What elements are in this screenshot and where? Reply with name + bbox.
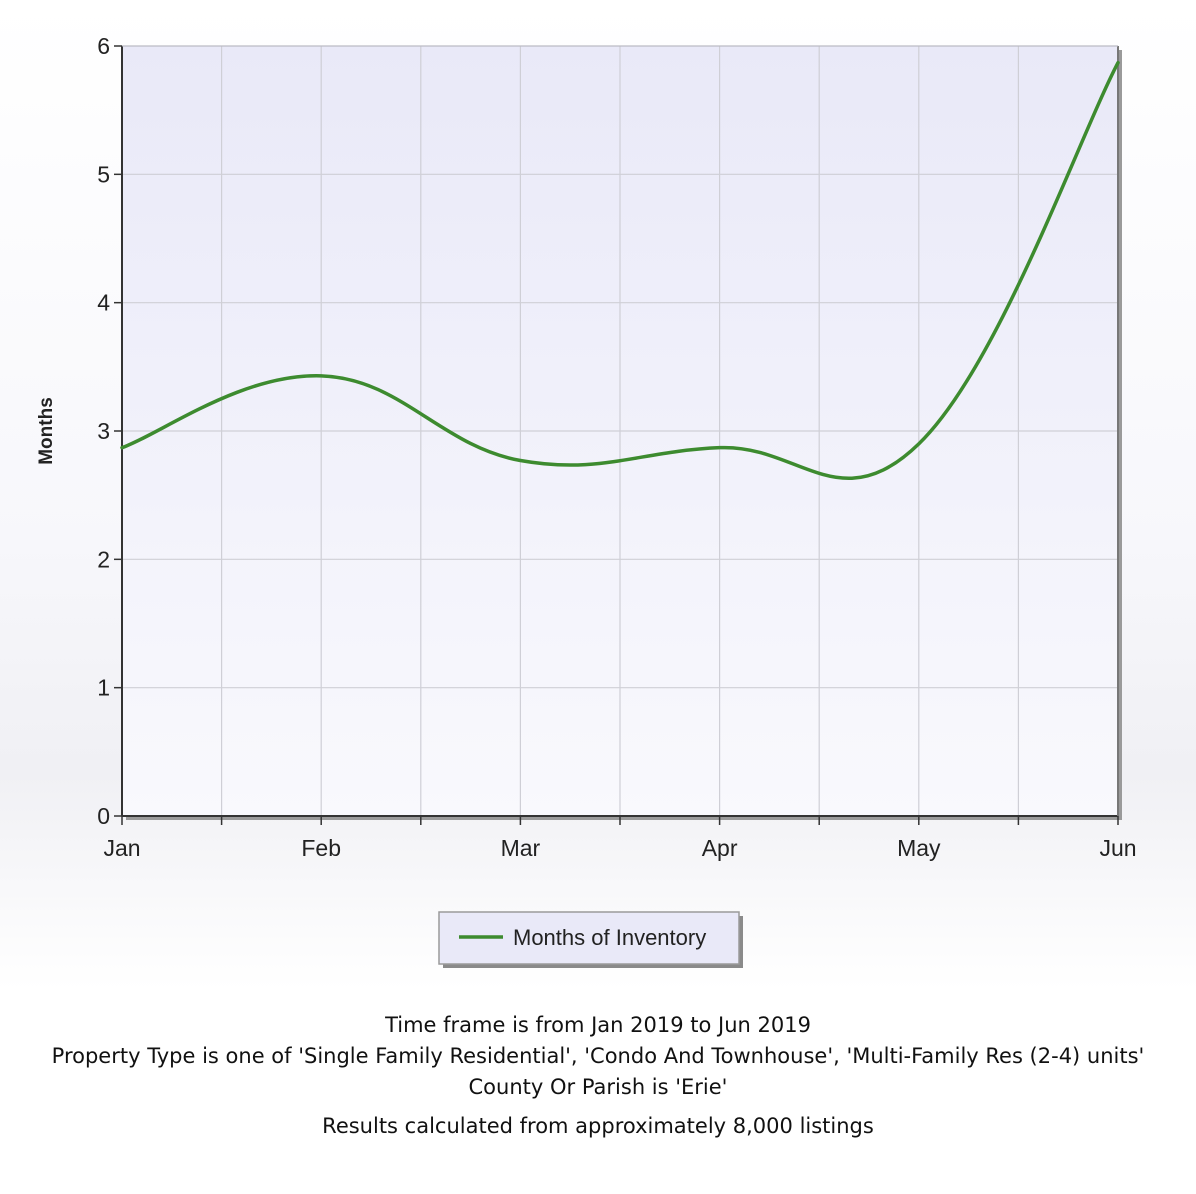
y-tick-label: 2 xyxy=(97,546,110,572)
x-tick-label: Jun xyxy=(1099,835,1136,861)
y-tick-label: 5 xyxy=(97,161,110,187)
y-tick-label: 0 xyxy=(97,803,110,829)
x-tick-label: Apr xyxy=(702,835,738,861)
x-tick-label: Jan xyxy=(103,835,140,861)
report-notes: Time frame is from Jan 2019 to Jun 2019 … xyxy=(0,1010,1196,1142)
y-tick-label: 1 xyxy=(97,675,110,701)
y-axis-title: Months xyxy=(36,397,57,465)
property-type-note: Property Type is one of 'Single Family R… xyxy=(51,1044,1145,1068)
chart-area: 0 1 2 3 4 5 6 Jan Feb Mar Apr May Jun Months Months … xyxy=(0,0,1196,990)
line-chart: 0 1 2 3 4 5 6 Jan Feb Mar Apr May Jun Months Months … xyxy=(36,33,1137,968)
x-tick-label: Mar xyxy=(501,835,541,861)
x-tick-label: May xyxy=(897,835,941,861)
results-note: Results calculated from approximately 8,… xyxy=(322,1114,874,1138)
x-tick-label: Feb xyxy=(301,835,341,861)
series-line-months-of-inventory xyxy=(120,60,1120,481)
y-tick-label: 4 xyxy=(97,290,110,316)
timeframe-note: Time frame is from Jan 2019 to Jun 2019 xyxy=(385,1013,811,1037)
y-tick-label: 3 xyxy=(97,418,110,444)
legend: Months of Inventory xyxy=(438,911,743,968)
series-layer xyxy=(120,60,1120,481)
axes: 0 1 2 3 4 5 6 Jan Feb Mar Apr May Jun xyxy=(97,33,1136,861)
legend-label-months-of-inventory: Months of Inventory xyxy=(513,925,706,950)
grid-lines xyxy=(122,45,1118,816)
county-note: County Or Parish is 'Erie' xyxy=(468,1075,728,1099)
y-tick-label: 6 xyxy=(97,33,110,59)
